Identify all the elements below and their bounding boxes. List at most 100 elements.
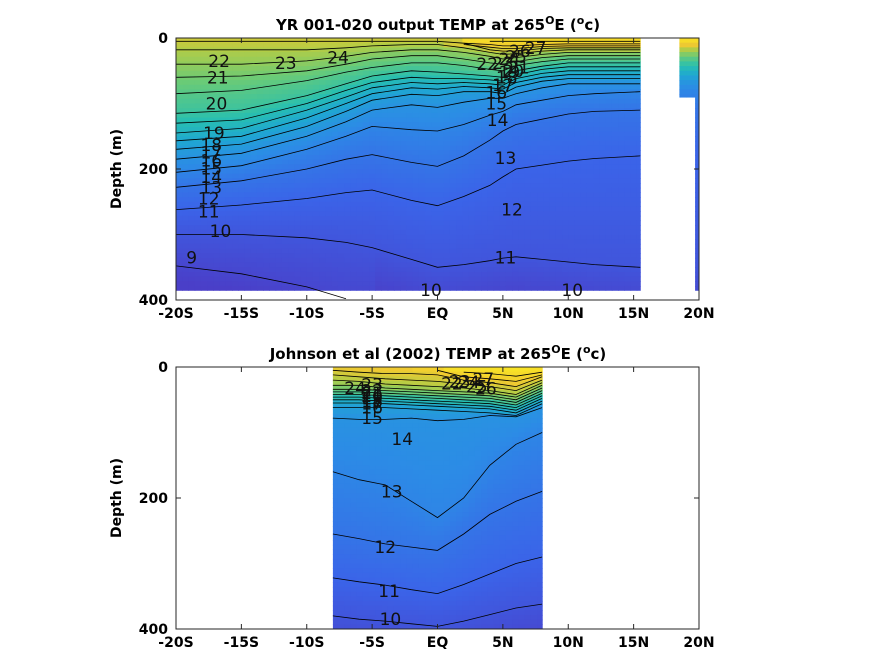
temperature-cell [344,502,351,508]
temperature-cell [213,267,221,273]
temperature-cell [194,169,202,175]
temperature-cell [499,159,507,165]
temperature-cell [406,446,414,452]
temperature-cell [543,271,551,278]
temperature-cell [250,173,258,179]
temperature-cell [332,395,339,401]
temperature-cell [537,140,544,147]
temperature-cell [425,239,432,245]
temperature-cell [530,131,538,137]
temperature-cell [356,586,364,593]
temperature-cell [487,169,495,175]
temperature-cell [537,267,544,273]
temperature-cell [412,187,420,193]
temperature-cell [692,94,696,98]
temperature-cell [288,253,295,259]
temperature-cell [337,554,345,560]
temperature-cell [281,140,289,147]
temperature-cell [232,239,239,245]
temperature-cell [332,568,339,574]
temperature-cell [325,173,333,179]
temperature-cell [344,558,351,565]
temperature-cell [256,94,264,100]
temperature-cell [692,56,696,62]
temperature-cell [406,253,414,259]
temperature-cell [580,285,588,291]
temperature-cell [350,432,358,438]
temperature-cell [630,98,638,105]
temperature-cell [369,446,376,452]
temperature-cell [375,469,383,476]
temperature-cell [369,159,376,165]
temperature-cell [549,262,557,268]
temperature-cell [387,84,395,91]
temperature-cell [176,248,183,254]
temperature-cell [200,112,208,119]
temperature-cell [462,253,470,259]
temperature-cell [238,229,246,236]
temperature-cell [188,211,196,217]
temperature-cell [337,605,345,611]
contour-label: 17 [492,76,514,96]
temperature-cell [580,61,588,67]
temperature-cell [362,145,370,151]
temperature-cell [530,159,538,165]
temperature-cell [530,126,538,133]
temperature-cell [695,122,699,128]
temperature-cell [300,140,308,147]
temperature-cell [331,178,339,184]
temperature-cell [207,178,214,184]
temperature-cell [176,159,183,165]
temperature-cell [232,66,239,72]
temperature-cell [387,94,395,100]
temperature-cell [400,451,407,457]
temperature-cell [562,108,569,114]
temperature-cell [449,211,457,217]
temperature-cell [481,220,488,226]
temperature-cell [695,52,699,58]
temperature-cell [350,540,358,546]
temperature-cell [244,262,252,268]
temperature-cell [393,150,401,156]
temperature-cell [275,112,283,119]
temperature-cell [611,178,619,184]
temperature-cell [306,136,314,142]
temperature-cell [512,220,520,226]
temperature-cell [232,253,239,259]
temperature-cell [624,248,632,254]
temperature-cell [518,178,526,184]
temperature-cell [400,187,407,193]
temperature-cell [356,441,364,448]
temperature-cell [250,140,258,147]
temperature-cell [350,271,358,278]
temperature-cell [487,136,495,142]
temperature-cell [555,70,563,77]
temperature-cell [182,187,190,193]
temperature-cell [493,187,501,193]
temperature-cell [568,145,576,151]
temperature-cell [618,220,625,226]
temperature-cell [512,42,520,48]
temperature-cell [618,253,625,259]
temperature-cell [406,173,414,179]
temperature-cell [337,243,345,250]
temperature-cell [356,488,364,494]
temperature-cell [695,267,699,273]
temperature-cell [194,52,202,58]
temperature-cell [325,108,333,114]
temperature-cell [182,271,190,278]
temperature-cell [624,253,632,259]
temperature-cell [381,75,389,81]
temperature-cell [375,591,383,597]
contour-label: 10 [210,222,232,242]
temperature-cell [474,38,482,44]
temperature-cell [381,94,389,100]
temperature-cell [630,276,638,282]
temperature-cell [244,94,252,100]
temperature-cell [387,187,395,193]
temperature-cell [238,239,246,245]
temperature-cell [493,243,501,250]
temperature-cell [369,502,376,508]
temperature-cell [332,488,339,494]
temperature-cell [300,42,308,48]
